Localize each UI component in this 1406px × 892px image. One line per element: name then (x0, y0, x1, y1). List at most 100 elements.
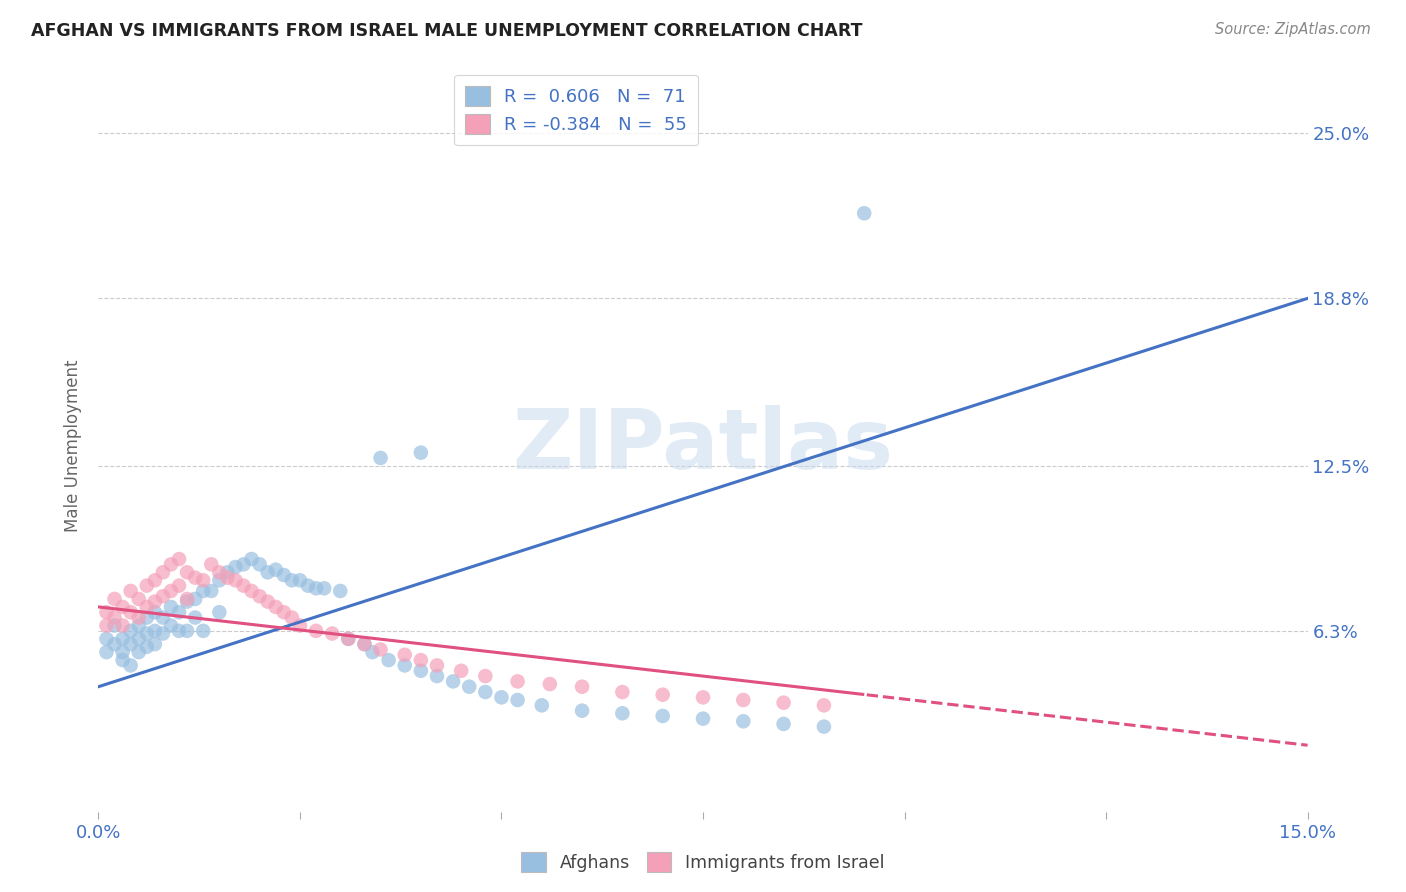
Point (474, 685, 496, 699)
Point (281, 574, 304, 588)
Point (240, 552, 263, 566)
Point (337, 632, 360, 646)
Point (167, 605, 190, 619)
Point (120, 624, 142, 638)
Point (571, 680, 593, 694)
Point (506, 693, 529, 707)
Point (224, 574, 246, 588)
Point (120, 584, 142, 599)
Point (111, 653, 134, 667)
Point (135, 610, 157, 624)
Point (232, 558, 254, 572)
Point (135, 640, 157, 654)
Legend: R =  0.606   N =  71, R = -0.384   N =  55: R = 0.606 N = 71, R = -0.384 N = 55 (454, 75, 699, 145)
Point (184, 571, 207, 585)
Point (135, 599, 157, 614)
Point (288, 618, 311, 632)
Point (273, 605, 295, 619)
Point (651, 709, 673, 723)
Point (353, 637, 375, 651)
Point (733, 714, 755, 729)
Point (103, 591, 125, 606)
Point (249, 558, 271, 572)
Point (160, 618, 183, 632)
Point (160, 584, 183, 599)
Point (409, 653, 432, 667)
Point (314, 582, 336, 596)
Point (409, 445, 432, 459)
Point (135, 579, 157, 593)
Point (506, 674, 529, 689)
Point (217, 571, 239, 585)
Point (240, 584, 263, 599)
Point (288, 574, 311, 588)
Point (733, 693, 755, 707)
Point (193, 624, 215, 638)
Point (176, 624, 198, 638)
Point (571, 704, 593, 718)
Text: ZIPatlas: ZIPatlas (513, 406, 893, 486)
Point (167, 624, 190, 638)
Point (120, 658, 142, 673)
Point (120, 637, 142, 651)
Point (143, 574, 166, 588)
Point (474, 669, 496, 683)
Point (491, 690, 513, 705)
Point (426, 669, 449, 683)
Point (152, 610, 174, 624)
Point (200, 558, 222, 572)
Point (208, 605, 231, 619)
Point (111, 599, 134, 614)
Point (612, 685, 634, 699)
Point (530, 698, 553, 713)
Point (111, 645, 134, 659)
Legend: Afghans, Immigrants from Israel: Afghans, Immigrants from Israel (515, 845, 891, 879)
Point (256, 594, 278, 608)
Point (135, 626, 157, 640)
Point (143, 624, 166, 638)
Point (184, 591, 207, 606)
Point (128, 632, 150, 646)
Point (305, 624, 328, 638)
Y-axis label: Male Unemployment: Male Unemployment (65, 359, 83, 533)
Point (96, 618, 118, 632)
Point (281, 610, 304, 624)
Point (193, 584, 215, 599)
Point (370, 642, 392, 657)
Point (143, 605, 166, 619)
Point (128, 618, 150, 632)
Point (167, 579, 190, 593)
Point (128, 645, 150, 659)
Point (103, 637, 125, 651)
Point (224, 560, 246, 574)
Point (96, 632, 118, 646)
Point (409, 664, 432, 678)
Point (167, 552, 190, 566)
Point (193, 574, 215, 588)
Point (772, 696, 794, 710)
Point (692, 690, 714, 705)
Point (361, 645, 384, 659)
Point (103, 618, 125, 632)
Point (441, 674, 464, 689)
Point (249, 589, 271, 603)
Point (96, 645, 118, 659)
Point (813, 720, 835, 734)
Point (329, 584, 352, 599)
Point (152, 589, 174, 603)
Point (176, 594, 198, 608)
Point (232, 579, 254, 593)
Point (143, 637, 166, 651)
Point (273, 568, 295, 582)
Point (103, 610, 125, 624)
Point (120, 605, 142, 619)
Point (450, 664, 472, 678)
Text: Source: ZipAtlas.com: Source: ZipAtlas.com (1215, 22, 1371, 37)
Point (200, 584, 222, 599)
Point (394, 648, 416, 662)
Point (256, 566, 278, 580)
Point (394, 658, 416, 673)
Point (538, 677, 561, 691)
Text: AFGHAN VS IMMIGRANTS FROM ISRAEL MALE UNEMPLOYMENT CORRELATION CHART: AFGHAN VS IMMIGRANTS FROM ISRAEL MALE UN… (31, 22, 862, 40)
Point (305, 582, 328, 596)
